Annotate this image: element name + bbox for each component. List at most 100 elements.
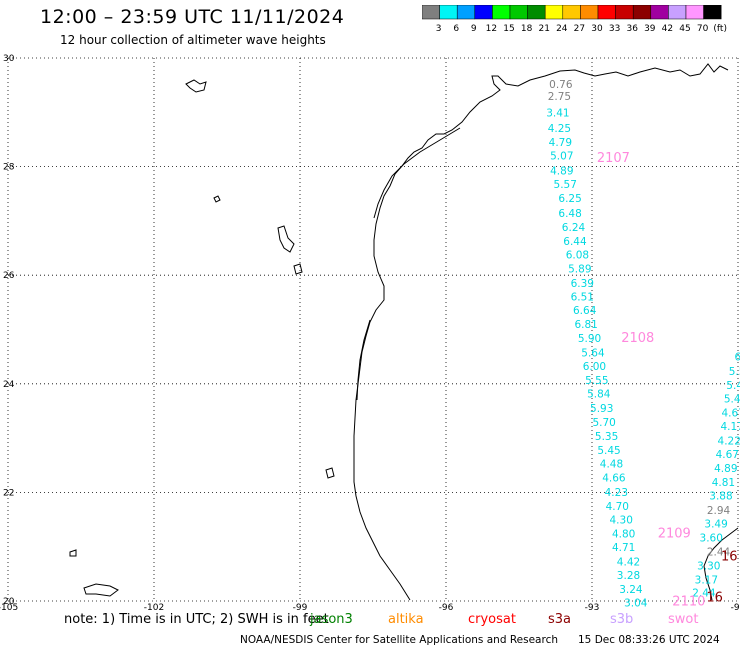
- wave-height-value: 3.28: [617, 570, 640, 582]
- lon-tick-label: -93: [585, 603, 600, 612]
- wave-height-value: 6.81: [574, 319, 597, 331]
- lake-shape: [277, 225, 295, 253]
- coastline-laguna-madre: [356, 319, 371, 401]
- satellite-name-altika: altika: [388, 612, 424, 627]
- wave-height-value: 5.70: [592, 417, 615, 429]
- wave-height-value: 5.89: [568, 264, 591, 276]
- scale-label: 33: [609, 24, 620, 34]
- wave-height-value: 4.71: [612, 542, 635, 554]
- lon-tick-label: -96: [439, 603, 454, 612]
- scale-label: 21: [538, 24, 549, 34]
- wave-height-map: -105 -102 -99 -96 -93 -90 30 28 26 24 22 20 0.762.7…: [0, 54, 740, 612]
- wave-height-value: 4.67: [721, 408, 740, 420]
- pass-number-label: 2107: [597, 151, 630, 166]
- wave-height-value: 5.84: [587, 389, 611, 401]
- wave-height-value: 4.30: [610, 515, 633, 527]
- pass-number-label: 2108: [621, 331, 654, 346]
- pass-number-label: 16: [706, 591, 723, 606]
- lake-shape: [69, 549, 77, 557]
- wave-height-value: 2.94: [707, 505, 731, 517]
- lon-tick-label: -105: [0, 603, 18, 612]
- wave-height-value: 4.17: [720, 421, 740, 433]
- lat-tick-label: 22: [3, 488, 14, 498]
- pass-number-label: 2110: [672, 594, 705, 609]
- satellite-name-jason3: jason3: [310, 612, 353, 627]
- scale-label: 15: [503, 24, 514, 34]
- scale-label: 27: [574, 24, 585, 34]
- satellite-name-s3b: s3b: [610, 612, 634, 627]
- lon-tick-label: -99: [293, 603, 308, 612]
- wave-height-value: 3.41: [546, 107, 569, 119]
- lake-shape: [213, 195, 221, 203]
- lat-tick-label: 26: [3, 271, 15, 281]
- wave-height-value: 4.81: [712, 477, 735, 489]
- scale-label: 42: [662, 24, 673, 34]
- scale-label: 9: [471, 24, 477, 34]
- scale-swatch: [703, 5, 722, 20]
- satellite-name-swot: swot: [668, 612, 699, 627]
- lake-shape: [325, 467, 335, 479]
- scale-label: (ft): [713, 24, 727, 34]
- wave-height-value: 6.44: [563, 236, 587, 248]
- graticule-grid: [7, 57, 739, 602]
- coastline-gulf: [353, 63, 729, 601]
- wave-height-value: 6.08: [566, 250, 589, 262]
- wave-height-value: 6.51: [571, 291, 594, 303]
- wave-height-value: 4.22: [718, 435, 740, 447]
- wave-height-value: 4.25: [548, 123, 571, 135]
- wave-height-value: 6.00: [583, 361, 606, 373]
- axis-tick-labels: -105 -102 -99 -96 -93 -90 30 28 26 24 22 20: [0, 54, 740, 612]
- lon-tick-label: -90: [731, 603, 740, 612]
- pass-number-label: 16: [721, 549, 738, 564]
- lat-tick-label: 30: [3, 54, 15, 64]
- generated-timestamp: 15 Dec 08:33:26 UTC 2024: [578, 634, 720, 646]
- lon-tick-label: -102: [144, 603, 164, 612]
- wave-height-value: 6.0: [735, 352, 740, 364]
- wave-height-value: 3.04: [624, 598, 648, 610]
- wave-height-value: 4.89: [714, 463, 737, 475]
- wave-height-value: 0.76: [549, 79, 573, 91]
- wave-height-value: 5.45: [597, 445, 620, 457]
- scale-label: 3: [436, 24, 442, 34]
- wave-height-value: 5.90: [578, 333, 601, 345]
- wave-height-value: 4.66: [602, 473, 626, 485]
- wave-height-value: 4.89: [550, 165, 573, 177]
- scale-label: 24: [556, 24, 568, 34]
- wave-height-value: 4.23: [605, 487, 628, 499]
- wave-height-value: 5.55: [585, 375, 608, 387]
- wave-height-value: 4.70: [606, 501, 629, 513]
- wave-height-value: 4.67: [716, 449, 739, 461]
- lake-shape: [83, 583, 119, 597]
- wave-height-value: 6.24: [562, 222, 586, 234]
- lat-tick-label: 24: [3, 380, 15, 390]
- wave-height-value: 5.52: [729, 366, 740, 378]
- pass-number-label: 2109: [658, 527, 691, 542]
- wave-height-value: 4.79: [549, 137, 572, 149]
- wave-height-value: 3.60: [700, 532, 723, 544]
- scale-label: 39: [644, 24, 656, 34]
- wave-height-value: 2.44: [707, 547, 731, 559]
- wave-height-value: 5.43: [726, 380, 740, 392]
- wave-height-value: 3.49: [704, 518, 727, 530]
- wave-height-value: 5.07: [550, 151, 573, 163]
- wave-height-value: 4.48: [600, 459, 623, 471]
- footer-note: note: 1) Time is in UTC; 2) SWH is in fe…: [64, 612, 329, 627]
- scale-label: 30: [591, 24, 603, 34]
- wave-height-value: 2.75: [548, 91, 571, 103]
- wave-height-value: 3.88: [709, 491, 732, 503]
- lat-tick-label: 20: [3, 597, 15, 607]
- lat-tick-label: 28: [3, 163, 15, 173]
- scale-label: 18: [521, 24, 533, 34]
- satellite-name-s3a: s3a: [548, 612, 572, 627]
- wave-height-value: 3.30: [697, 561, 720, 573]
- wave-height-value: 6.48: [558, 208, 581, 220]
- wave-height-value: 3.24: [619, 584, 643, 596]
- map-subtitle: 12 hour collection of altimeter wave hei…: [60, 33, 326, 47]
- coastline-yucatan: [703, 527, 739, 601]
- altimeter-values: 0.762.75 3.41 4.25 4.79 5.07 4.89 5.57 6.25 6.48…: [546, 79, 740, 610]
- color-scale-legend: 3 6 9 12 15 18 21 24 27 30 33 36 39 42 45 70 (ft): [422, 5, 727, 34]
- inland-lakes: [69, 79, 335, 597]
- wave-height-value: 3.17: [695, 574, 718, 586]
- coastline: [353, 63, 739, 601]
